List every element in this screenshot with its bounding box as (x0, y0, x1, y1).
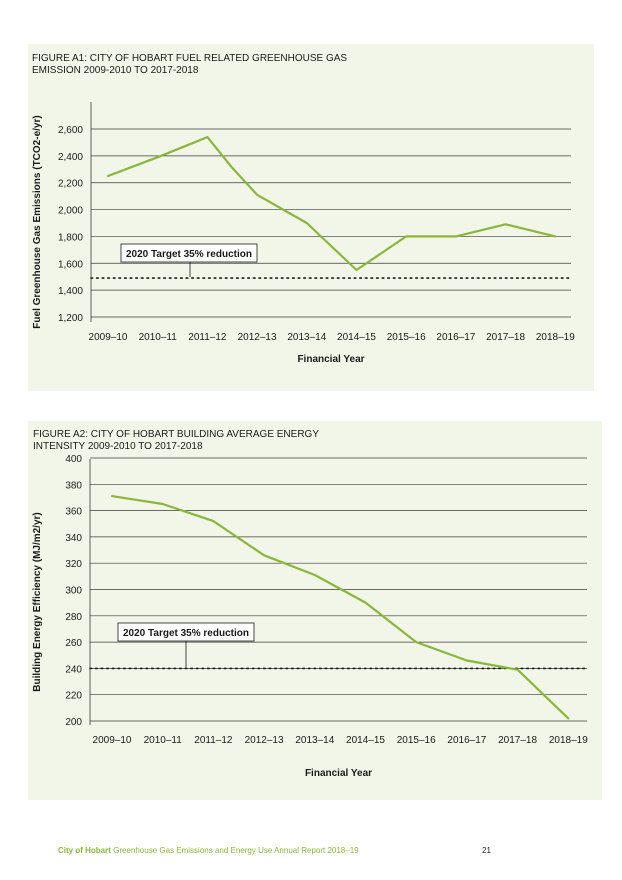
a1-x-tick-label: 2018–19 (536, 332, 575, 343)
a2-y-tick-label: 260 (65, 638, 82, 649)
a1-y-tick-label: 1,400 (58, 286, 83, 297)
a2-x-tick-label: 2010–11 (144, 735, 183, 746)
a1-x-tick-label: 2010–11 (139, 332, 178, 343)
figure-a2-title: FIGURE A2: CITY OF HOBART BUILDING AVERA… (33, 429, 319, 452)
a1-y-tick-label: 2,200 (58, 179, 83, 190)
a2-y-tick-label: 380 (65, 480, 82, 491)
a1-x-tick-label: 2011–12 (188, 332, 227, 343)
a2-y-tick-label: 280 (65, 612, 82, 623)
a1-x-axis-label: Financial Year (297, 354, 364, 365)
a2-x-tick-label: 2017–18 (498, 735, 537, 746)
a2-x-tick-label: 2018–19 (549, 735, 588, 746)
a1-x-tick-label: 2016–17 (436, 332, 475, 343)
a2-y-tick-label: 300 (65, 586, 82, 597)
a1-x-tick-label: 2015–16 (387, 332, 426, 343)
footer-report-title: Greenhouse Gas Emissions and Energy Use … (110, 846, 359, 855)
a1-x-tick-label: 2014–15 (337, 332, 376, 343)
figure-a1-panel (28, 44, 594, 391)
a2-x-tick-label: 2011–12 (194, 735, 233, 746)
a2-y-tick-label: 200 (65, 717, 82, 728)
a1-y-tick-label: 1,600 (58, 259, 83, 270)
a2-x-tick-label: 2009–10 (93, 735, 132, 746)
a1-annotation-box (120, 243, 258, 263)
page-number: 21 (482, 846, 491, 855)
footer-text: City of Hobart Greenhouse Gas Emissions … (58, 846, 359, 855)
a2-x-tick-label: 2016–17 (447, 735, 486, 746)
a2-y-tick-label: 220 (65, 691, 82, 702)
a1-x-tick-label: 2013–14 (287, 332, 326, 343)
figure-a1-title: FIGURE A1: CITY OF HOBART FUEL RELATED G… (32, 53, 348, 76)
a2-x-tick-label: 2014–15 (346, 735, 385, 746)
a2-y-tick-label: 320 (65, 559, 82, 570)
a1-y-tick-label: 2,600 (58, 125, 83, 136)
a2-series-line (110, 495, 570, 720)
a1-annotation-text: 2020 Target 35% reduction (126, 249, 252, 260)
a1-y-tick-label: 2,400 (58, 152, 83, 163)
a1-x-tick-label: 2009–10 (89, 332, 128, 343)
a2-y-tick-label: 360 (65, 507, 82, 518)
a1-series-line (106, 136, 557, 272)
footer-brand: City of Hobart (58, 846, 111, 855)
a1-x-tick-label: 2017–18 (486, 332, 525, 343)
a2-y-tick-label: 400 (65, 454, 82, 465)
a1-x-tick-label: 2012–13 (238, 332, 277, 343)
a1-y-tick-label: 2,000 (58, 206, 83, 217)
a2-x-axis-label: Financial Year (305, 768, 372, 779)
a1-y-tick-label: 1,200 (58, 313, 83, 324)
a2-x-tick-label: 2013–14 (295, 735, 334, 746)
a2-annotation-text: 2020 Target 35% reduction (123, 628, 249, 639)
a2-y-tick-label: 240 (65, 664, 82, 675)
a2-x-tick-label: 2015–16 (397, 735, 436, 746)
a2-y-tick-label: 340 (65, 533, 82, 544)
a2-x-tick-label: 2012–13 (245, 735, 284, 746)
a1-y-tick-label: 1,800 (58, 232, 83, 243)
a2-annotation-box (117, 622, 255, 642)
a1-y-axis-label: Fuel Greenhouse Gas Emissions (TCO2-e/yr… (32, 115, 43, 328)
a2-y-axis-label: Building Energy Efficiency (MJ/m2/yr) (32, 512, 43, 691)
